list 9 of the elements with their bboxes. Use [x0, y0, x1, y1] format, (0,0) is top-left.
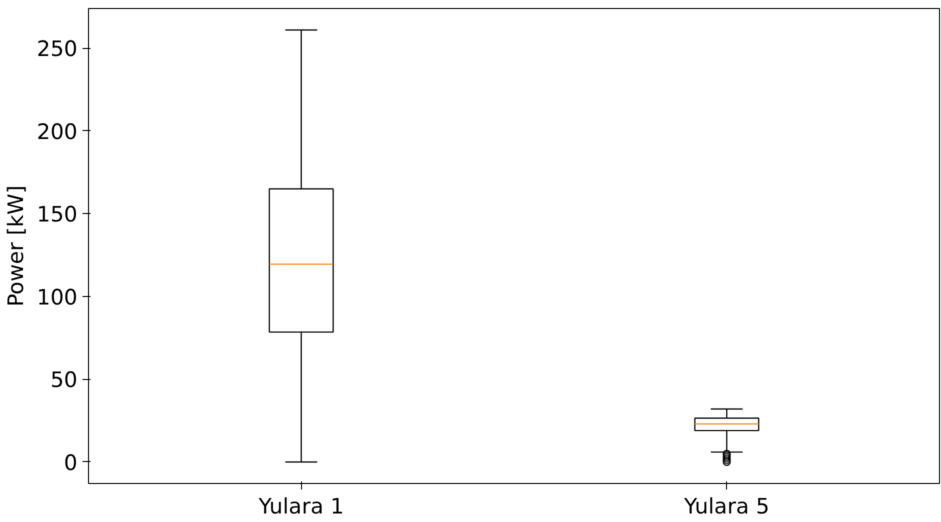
x-tick-label: Yulara 1	[258, 494, 344, 520]
y-tick-label: 100	[36, 285, 78, 310]
y-tick-label: 150	[36, 202, 78, 228]
x-tick-label: Yulara 5	[683, 494, 770, 520]
y-tick-label: 250	[36, 37, 78, 62]
y-tick-label: 200	[36, 120, 78, 145]
y-axis-title: Power [kW]	[4, 185, 29, 307]
y-tick-label: 50	[50, 368, 78, 394]
y-tick-label: 0	[64, 450, 78, 476]
